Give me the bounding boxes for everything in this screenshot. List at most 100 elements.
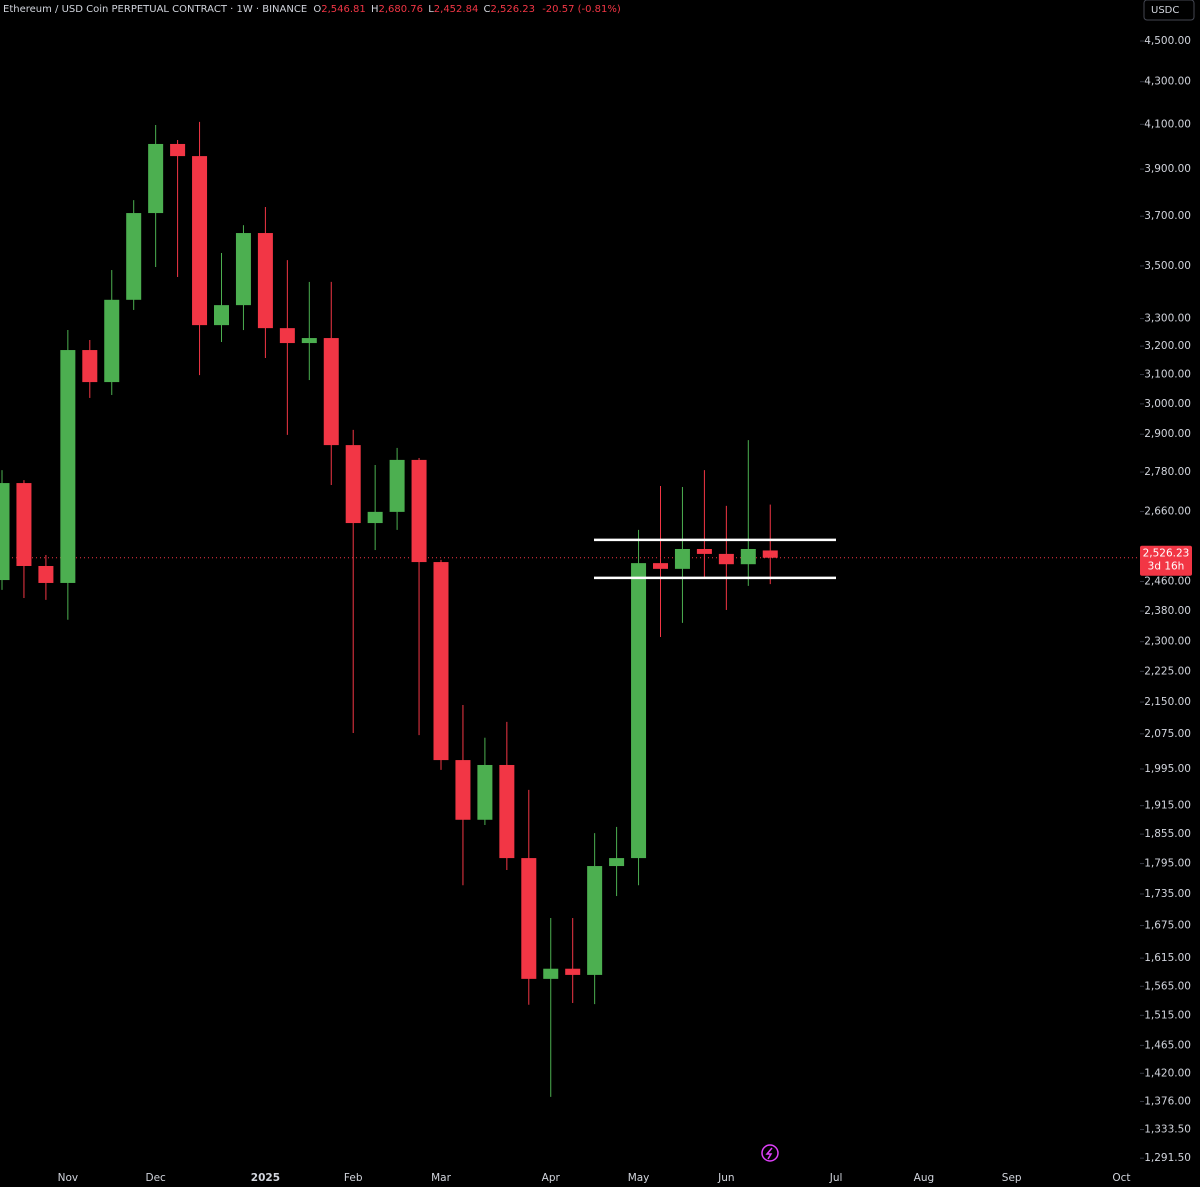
y-tick-label: 2,460.00 (1144, 575, 1191, 587)
candle-body (521, 858, 537, 979)
y-tick-label: 1,795.00 (1144, 858, 1191, 870)
y-tick-label: 4,500.00 (1144, 35, 1191, 47)
x-tick-label: Aug (914, 1172, 935, 1184)
x-tick-label: Mar (431, 1172, 451, 1184)
x-tick-label: Jun (717, 1172, 734, 1184)
open-label: O (313, 4, 321, 15)
candle-body (696, 548, 712, 554)
x-tick-label: Apr (542, 1172, 561, 1184)
candle-body (82, 350, 98, 383)
y-tick-label: 3,900.00 (1144, 163, 1191, 175)
y-tick-label: 3,700.00 (1144, 210, 1191, 222)
x-tick-label: Oct (1112, 1172, 1130, 1184)
y-tick-label: 2,075.00 (1144, 728, 1191, 740)
y-tick-label: 2,780.00 (1144, 466, 1191, 478)
candle-body (762, 550, 778, 558)
candle-body (192, 156, 208, 326)
candle-body (477, 764, 493, 820)
candle-body (609, 858, 625, 867)
open-value: 2,546.81 (321, 4, 366, 15)
y-tick-label: 1,615.00 (1144, 952, 1191, 964)
symbol: Ethereum / USD Coin PERPETUAL CONTRACT ·… (3, 4, 307, 15)
candle-body (170, 143, 186, 157)
low-label: L (428, 4, 434, 15)
candle-body (214, 305, 229, 326)
y-tick-label: 1,465.00 (1144, 1039, 1191, 1051)
candle-body (38, 565, 54, 583)
y-tick-label: 1,420.00 (1144, 1067, 1191, 1079)
candle-body (455, 760, 471, 820)
y-tick-label: 1,376.00 (1144, 1095, 1191, 1107)
y-tick-label: 2,380.00 (1144, 605, 1191, 617)
candle-body (257, 233, 273, 329)
candle-body (60, 350, 76, 583)
candle-body (499, 764, 515, 859)
candle-body (148, 143, 164, 214)
y-tick-label: 3,200.00 (1144, 340, 1191, 352)
x-tick-label: Nov (58, 1172, 79, 1184)
candle-body (433, 562, 449, 761)
candle-body (279, 328, 295, 344)
x-tick-label: Sep (1002, 1172, 1022, 1184)
y-tick-label: 1,855.00 (1144, 828, 1191, 840)
x-tick-label: May (628, 1172, 650, 1184)
last-price-box (1140, 545, 1192, 576)
candle-body (411, 459, 427, 563)
low-value: 2,452.84 (434, 4, 479, 15)
candle-body (345, 445, 361, 524)
y-tick-label: 1,291.50 (1144, 1152, 1191, 1164)
y-tick-label: 2,660.00 (1144, 506, 1191, 518)
candle-body (367, 511, 383, 524)
y-tick-label: 2,150.00 (1144, 696, 1191, 708)
currency-label[interactable]: USDC (1151, 5, 1179, 16)
replay-icon[interactable] (761, 1144, 779, 1162)
y-tick-label: 2,300.00 (1144, 636, 1191, 648)
y-tick-label: 1,995.00 (1144, 763, 1191, 775)
y-tick-label: 3,000.00 (1144, 398, 1191, 410)
candle-body (389, 459, 405, 512)
candle-body (543, 968, 559, 979)
candle-body (323, 338, 339, 446)
y-tick-label: 3,300.00 (1144, 313, 1191, 325)
countdown-label: 3d 16h (1148, 561, 1185, 573)
x-tick-label: 2025 (251, 1172, 280, 1184)
x-tick-label: Jul (829, 1172, 843, 1184)
candle-body (301, 338, 317, 344)
currency-button[interactable] (1143, 0, 1195, 21)
candle-body (718, 553, 734, 565)
candle-body (104, 299, 120, 383)
high-label: H (371, 4, 379, 15)
y-tick-label: 1,565.00 (1144, 980, 1191, 992)
y-tick-label: 2,225.00 (1144, 665, 1191, 677)
y-tick-label: 1,675.00 (1144, 919, 1191, 931)
candle-body (0, 483, 10, 581)
y-tick-label: 4,100.00 (1144, 118, 1191, 130)
candle-body (16, 483, 32, 566)
y-tick-label: 1,333.50 (1144, 1124, 1191, 1136)
y-tick-label: 2,900.00 (1144, 428, 1191, 440)
y-tick-label: 4,300.00 (1144, 76, 1191, 88)
candle-body (674, 548, 690, 569)
x-tick-label: Feb (344, 1172, 363, 1184)
candle-body (126, 213, 142, 300)
y-tick-label: 3,100.00 (1144, 369, 1191, 381)
candle-body (587, 866, 603, 975)
candle-body (653, 563, 668, 569)
x-tick-label: Dec (145, 1172, 166, 1184)
y-tick-label: 1,735.00 (1144, 888, 1191, 900)
replay-icon-bolt (765, 1147, 773, 1160)
high-value: 2,680.76 (378, 4, 423, 15)
y-tick-label: 1,515.00 (1144, 1009, 1191, 1021)
legend: Ethereum / USD Coin PERPETUAL CONTRACT ·… (3, 4, 621, 15)
close-label: C (484, 4, 491, 15)
y-tick-label: 1,915.00 (1144, 800, 1191, 812)
candle-body (565, 968, 581, 975)
last-price-label: 2,526.23 (1143, 548, 1190, 560)
change: -20.57 (-0.81%) (542, 4, 621, 15)
candle-body (631, 563, 647, 859)
plot-area (0, 121, 1140, 1097)
candle-body (740, 548, 756, 565)
y-tick-label: 3,500.00 (1144, 260, 1191, 272)
